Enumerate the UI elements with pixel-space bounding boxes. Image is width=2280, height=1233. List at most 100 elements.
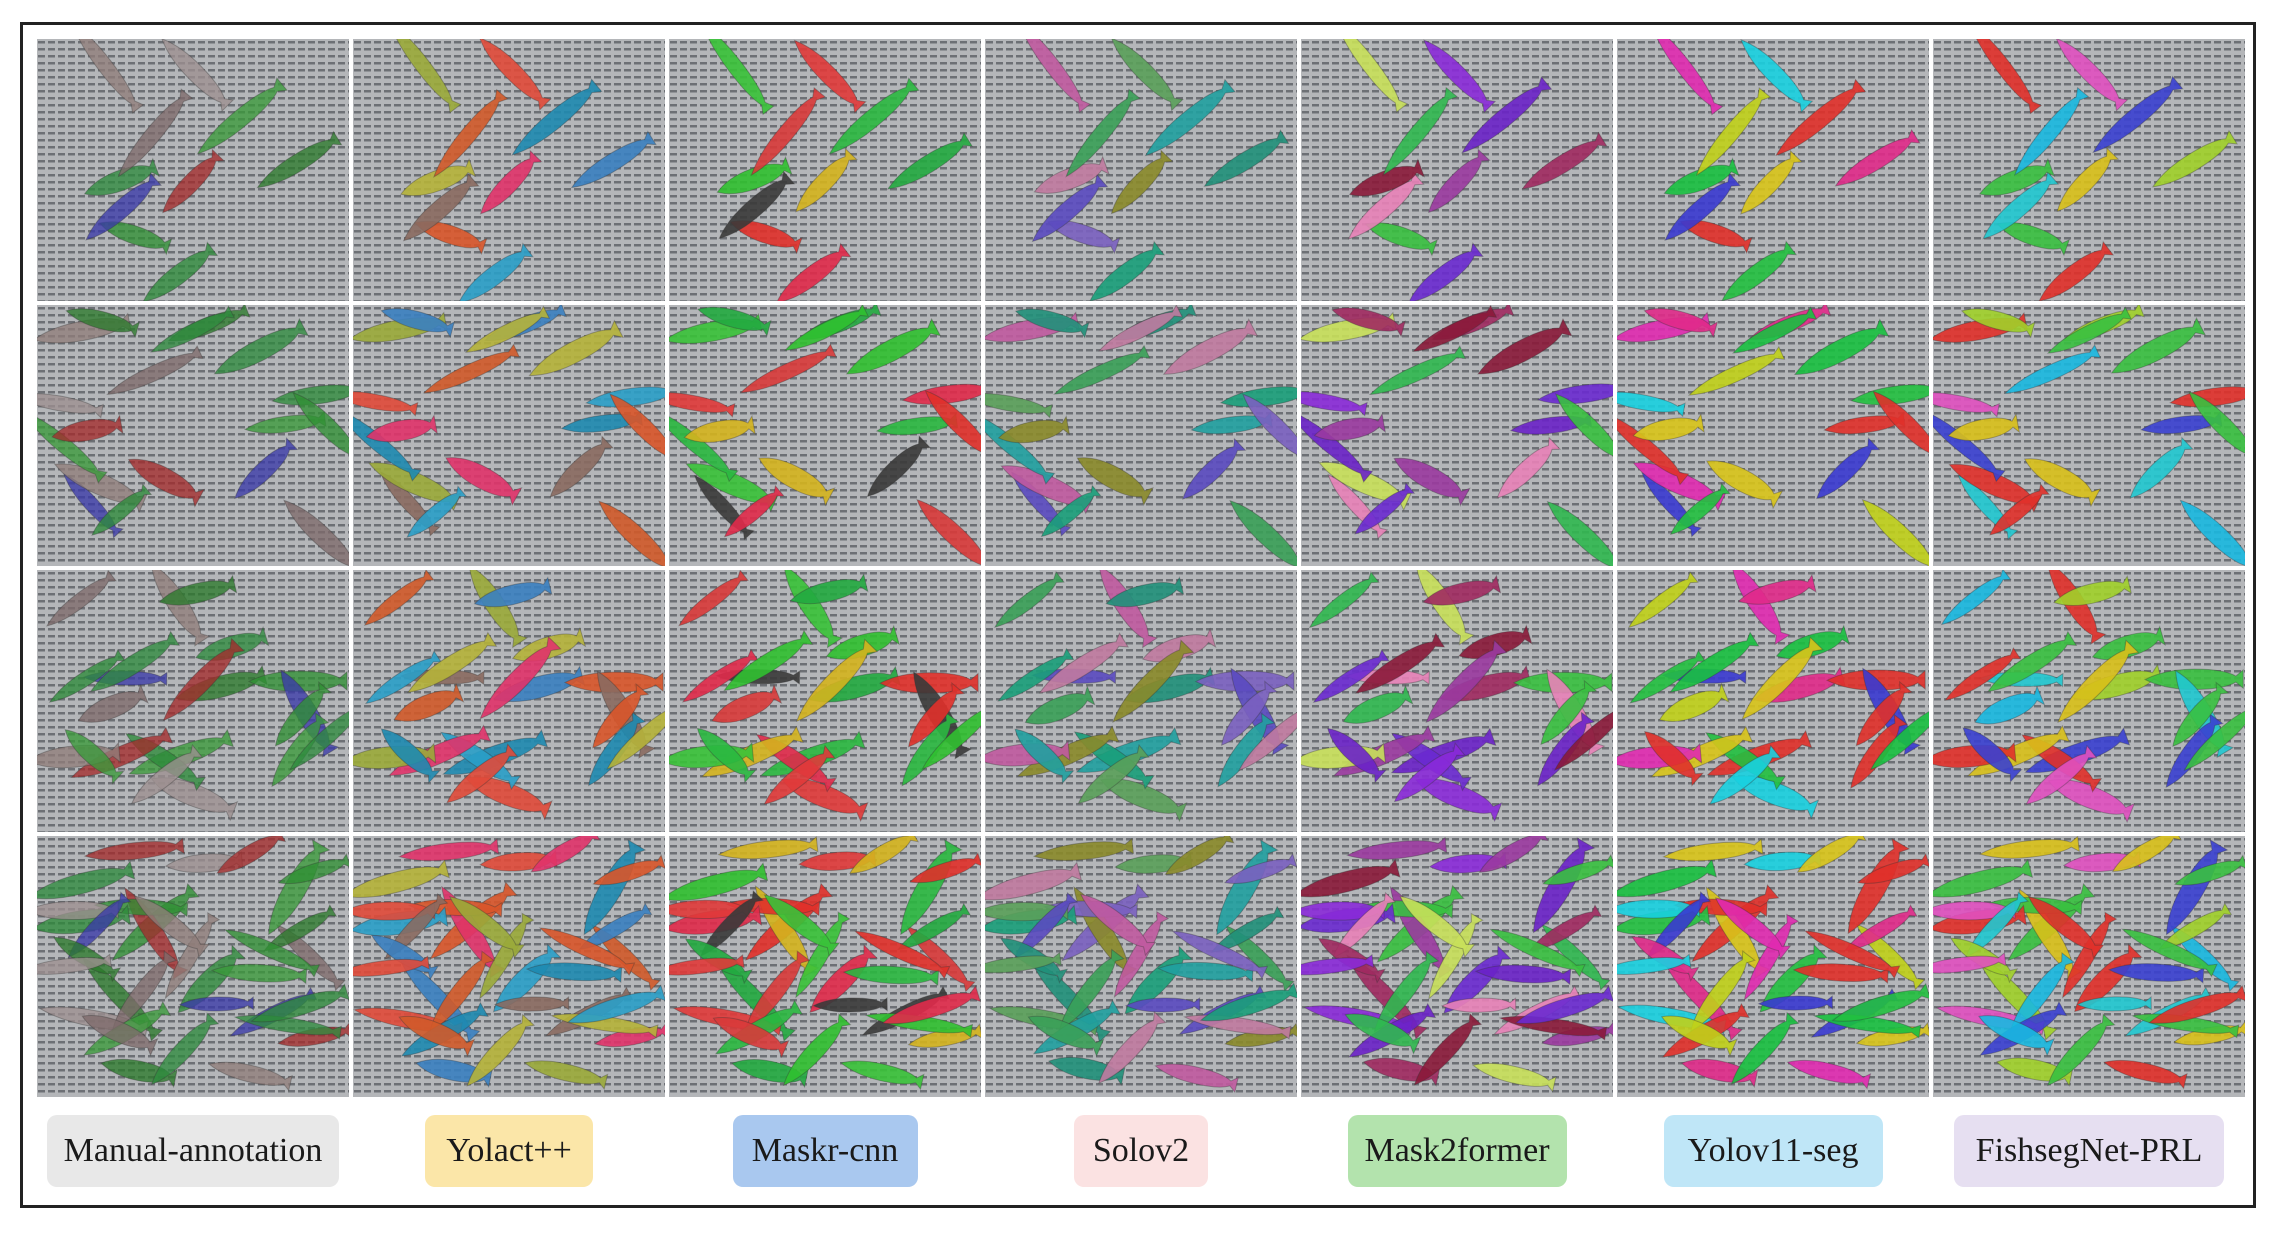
fish-mask [1077, 743, 1150, 805]
fish-mask [406, 484, 468, 538]
fish-mask [64, 729, 125, 785]
fish-mask [609, 392, 665, 467]
fish-mask [380, 728, 441, 785]
fish-mask [466, 1013, 536, 1087]
fish-mask [1428, 912, 1484, 1000]
fish-mask [853, 930, 951, 979]
method-label-badge: Yolact++ [425, 1115, 593, 1187]
figure-frame: Manual-annotation Yolact++ Maskr-cnn Solov2… [20, 22, 2256, 1208]
fish-mask-canvas [669, 304, 981, 566]
fish-mask [1757, 994, 1834, 1011]
fish-mask [1940, 570, 2012, 626]
result-image [669, 835, 981, 1097]
fish-mask [479, 149, 543, 215]
fish-mask [1730, 1011, 1800, 1085]
fish-mask [2092, 75, 2184, 154]
fish-mask [445, 456, 523, 506]
fish-mask [1514, 984, 1613, 1024]
fish-mask [1335, 39, 1409, 113]
fish-mask [2057, 639, 2140, 723]
result-image [985, 570, 1297, 832]
fish-mask [1301, 390, 1368, 417]
fish-mask [795, 638, 879, 723]
fish-mask [465, 304, 551, 353]
fish-mask [711, 683, 783, 724]
fish-mask-canvas [1933, 570, 2245, 832]
fish-mask [1032, 837, 1135, 861]
fish-mask [353, 390, 419, 417]
fish-mask [208, 1061, 293, 1092]
fish-mask [1982, 170, 2060, 240]
fish-mask [196, 77, 288, 155]
fish-mask [1301, 857, 1401, 897]
fish-mask [1413, 1012, 1483, 1086]
fish-mask [775, 242, 852, 301]
fish-mask [1461, 75, 1553, 154]
fish-mask [158, 574, 238, 606]
fish-mask [1709, 744, 1782, 805]
fish-mask [723, 629, 814, 692]
method-label-badge: Maskr-cnn [732, 1115, 918, 1187]
fish-mask [916, 498, 981, 566]
fish-mask [1053, 344, 1151, 395]
fish-mask [1199, 981, 1297, 1021]
fish-mask [380, 307, 456, 338]
fish-mask [795, 147, 859, 213]
fish-mask [716, 155, 793, 195]
fish-mask [789, 573, 869, 605]
fish-mask [681, 648, 759, 703]
fish-mask [696, 727, 757, 784]
fish-mask [997, 647, 1075, 702]
fish-mask [2158, 901, 2233, 950]
fish-mask [130, 743, 204, 805]
fish-mask [429, 949, 496, 1032]
fish-mask [2047, 1012, 2116, 1086]
fish-mask [669, 391, 736, 418]
fish-mask [1382, 86, 1459, 176]
fish-mask [1223, 852, 1297, 884]
fish-mask [793, 39, 867, 114]
fish-mask [1974, 684, 2046, 725]
fish-mask [1721, 240, 1798, 301]
fish-mask [2056, 147, 2120, 212]
fish-mask [1033, 155, 1110, 194]
result-image [1933, 304, 2245, 566]
fish-mask [606, 698, 665, 770]
fish-mask [578, 901, 653, 950]
fish-mask-canvas [1301, 304, 1613, 566]
fish-mask [1089, 240, 1166, 301]
fish-mask [782, 1012, 852, 1086]
fish-mask [473, 576, 553, 608]
fish-mask [1014, 728, 1075, 785]
fish-mask [683, 414, 756, 443]
fish-mask [353, 858, 451, 898]
fish-mask [1743, 913, 1800, 1001]
fish-mask [1105, 576, 1185, 608]
fish-mask [1348, 158, 1426, 197]
fish-mask [1154, 1063, 1239, 1093]
fish-mask [669, 408, 739, 482]
fish-mask [1962, 727, 2023, 783]
fish-mask [583, 838, 647, 935]
fish-mask [1650, 39, 1724, 116]
fish-mask [1933, 951, 2007, 974]
fish-mask [1113, 910, 1170, 998]
fish-mask [1996, 222, 2071, 257]
fish-mask [845, 317, 942, 374]
fish-mask [812, 996, 888, 1013]
fish-mask [402, 172, 480, 242]
fish-mask [2129, 436, 2194, 499]
method-label-badge: Manual-annotation [47, 1115, 339, 1187]
fish-mask [1546, 500, 1613, 566]
fish-mask [1331, 306, 1406, 338]
fish-mask [223, 928, 321, 978]
result-image [1933, 39, 2245, 301]
fish-mask [1831, 982, 1929, 1022]
method-label-badge: Yolov11-seg [1663, 1115, 1883, 1187]
fish-mask [718, 170, 796, 240]
fish-mask [598, 499, 665, 566]
fish-mask [117, 88, 194, 178]
fish-mask [213, 317, 310, 374]
fish-mask [2183, 699, 2245, 772]
fish-mask-canvas [669, 570, 981, 832]
